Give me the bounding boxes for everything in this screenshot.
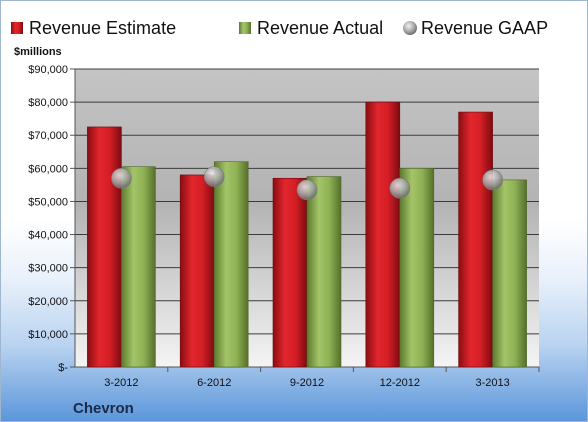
y-tick-label: $50,000 — [28, 196, 68, 208]
actual-bar — [213, 161, 249, 368]
legend: Revenue Estimate Revenue Actual Revenue … — [11, 18, 548, 38]
legend-swatch-revenue-gaap — [403, 21, 417, 35]
legend-item-revenue-estimate: Revenue Estimate — [11, 18, 176, 38]
gaap-marker — [296, 179, 318, 201]
actual-bar — [306, 176, 342, 368]
actual-bar — [121, 166, 156, 368]
gaap-marker — [389, 177, 411, 199]
legend-swatch-revenue-estimate — [11, 22, 23, 34]
estimate-bar — [272, 177, 308, 368]
unit-label: $millions — [14, 46, 62, 58]
y-tick-label: $90,000 — [28, 64, 68, 76]
estimate-bar — [179, 174, 215, 368]
estimate-bar — [458, 111, 493, 368]
x-axis: 3-2012 6-2012 9-2012 12-2012 3-2013 — [104, 367, 540, 389]
y-tick-label: $20,000 — [28, 296, 68, 308]
legend-item-revenue-actual: Revenue Actual — [239, 18, 383, 38]
bars — [87, 101, 527, 368]
y-tick-label: $40,000 — [28, 230, 68, 242]
x-tick-label: 3-2013 — [475, 377, 509, 389]
actual-bar — [399, 168, 435, 368]
legend-swatch-revenue-actual — [239, 22, 251, 34]
legend-label-revenue-actual: Revenue Actual — [257, 18, 383, 38]
company-name: Chevron — [73, 400, 134, 417]
y-tick-label: $80,000 — [28, 97, 68, 109]
y-axis: $- $10,000 $20,000 $30,000 $40,000 $50,000 $60… — [28, 64, 76, 374]
estimate-bar — [87, 126, 122, 368]
x-tick-label: 12-2012 — [380, 377, 420, 389]
gaap-markers — [111, 166, 503, 201]
y-tick-label: $70,000 — [28, 130, 68, 142]
legend-item-revenue-gaap: Revenue GAAP — [403, 18, 548, 38]
x-tick-label: 6-2012 — [197, 377, 231, 389]
gaap-marker — [203, 166, 225, 187]
actual-bar — [492, 179, 527, 368]
gaap-marker — [111, 167, 132, 189]
y-tick-label: $- — [58, 362, 68, 374]
estimate-bar — [365, 101, 401, 368]
legend-label-revenue-estimate: Revenue Estimate — [29, 18, 176, 38]
y-tick-label: $10,000 — [28, 329, 68, 341]
legend-label-revenue-gaap: Revenue GAAP — [421, 18, 548, 38]
x-tick-label: 9-2012 — [290, 377, 324, 389]
gaap-marker — [482, 169, 503, 191]
x-tick-label: 3-2012 — [104, 377, 138, 389]
y-tick-label: $60,000 — [28, 163, 68, 175]
y-tick-label: $30,000 — [28, 263, 68, 275]
